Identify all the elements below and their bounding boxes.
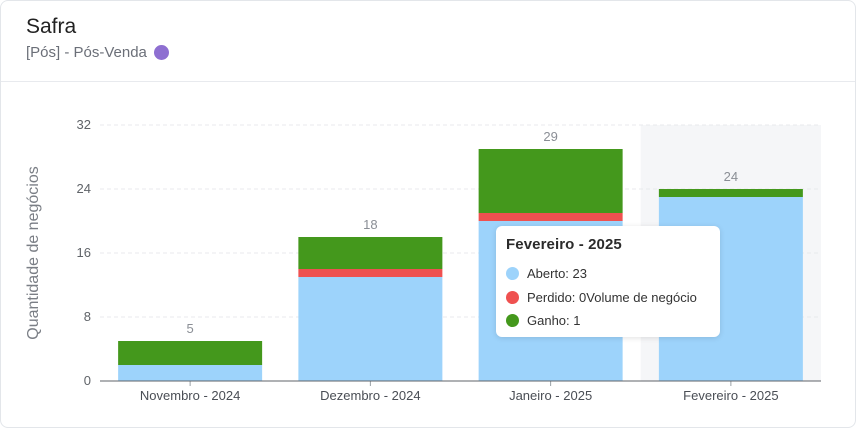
bar-total-label: 18 [363,217,377,232]
bar-aberto [298,277,443,381]
tooltip-row-aberto: Aberto: 23 [506,262,710,286]
tooltip-row-text: Ganho: 1 [527,313,581,329]
y-axis-label: Quantidade de negócios [25,166,42,339]
status-dot [153,45,169,60]
tooltip-row-text: Perdido: 0Volume de negócio [527,289,697,305]
y-tick-label: 8 [84,309,91,324]
x-tick-label: Fevereiro - 2025 [683,388,778,403]
bar-ganho [658,189,803,197]
y-tick-label: 24 [77,181,91,196]
bar-ganho [478,149,623,213]
bar-total-label: 5 [187,321,194,336]
tooltip-title: Fevereiro - 2025 [506,236,622,253]
y-tick-label: 0 [84,373,91,388]
bar-perdido [478,213,623,221]
bar-perdido [298,269,443,277]
chart-title: Safra [26,15,77,38]
x-tick-label: Dezembro - 2024 [320,388,420,403]
aberto-swatch-icon [506,267,519,281]
card-header: Safra [Pós] - Pós-Venda [1,1,855,82]
x-tick-label: Janeiro - 2025 [509,388,592,403]
bar-ganho [118,341,263,365]
subtitle-row: [Pós] - Pós-Venda [26,44,169,61]
chart-tooltip: Fevereiro - 2025 Aberto: 23 Perdido: 0Vo… [496,226,720,337]
bar-aberto [118,365,263,381]
tooltip-row-perdido: Perdido: 0Volume de negócio [506,286,710,310]
ganho-swatch-icon [506,314,519,328]
x-tick-label: Novembro - 2024 [140,388,240,403]
tooltip-row-ganho: Ganho: 1 [506,309,710,333]
bar-total-label: 24 [724,169,738,184]
chart-subtitle: [Pós] - Pós-Venda [26,44,147,61]
bar-total-label: 29 [543,129,557,144]
y-tick-label: 16 [77,245,91,260]
tooltip-row-text: Aberto: 23 [527,266,587,282]
perdido-swatch-icon [506,290,519,304]
y-tick-label: 32 [77,117,91,132]
bar-ganho [298,237,443,269]
